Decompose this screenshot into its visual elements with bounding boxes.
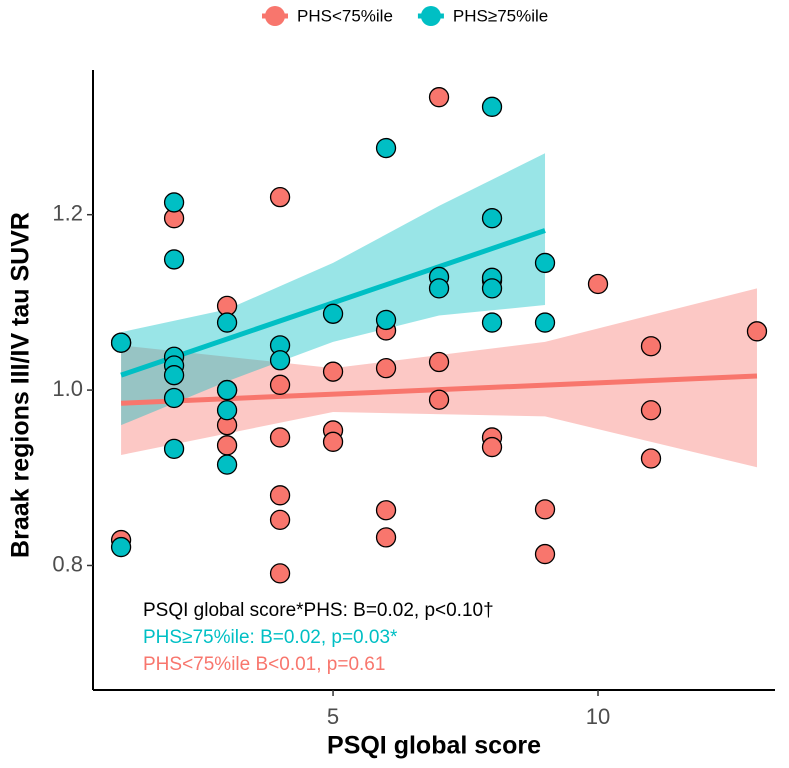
y-tick-label: 0.8 [52,551,83,576]
y-tick-label: 1.0 [52,376,83,401]
data-point [110,536,132,558]
data-point [322,361,344,382]
fit-line [120,228,546,378]
data-point [375,527,397,548]
x-tick-label: 5 [327,704,339,729]
data-point [481,208,503,229]
data-point [640,448,662,469]
data-point [322,303,344,324]
confidence-band [121,153,546,426]
annotation: PSQI global score*PHS: B=0.02, p<0.10† [143,600,494,621]
data-point [375,358,397,379]
data-point [375,309,397,331]
data-point [216,435,238,456]
y-tick-label: 1.2 [52,201,83,226]
data-point [269,509,291,531]
data-point [481,312,503,333]
data-point [534,252,556,274]
data-point [163,365,185,386]
legend-key [265,6,285,26]
data-point [216,454,238,475]
annotation: PHS≥75%ile: B=0.02, p=0.03* [143,627,398,648]
legend-label: PHS<75%ile [297,6,393,25]
confidence-band [121,288,757,468]
data-point [163,192,185,213]
data-point [110,332,132,353]
data-point [269,187,291,208]
y-axis-title: Braak regions III/IV tau SUVR [7,212,35,558]
data-point [481,96,503,117]
data-point [481,278,503,299]
data-point [534,499,556,520]
data-point [640,336,662,357]
data-point [534,312,556,333]
data-point [428,351,450,373]
legend-key [420,6,441,26]
x-tick-label: 10 [586,704,610,729]
data-point [269,485,291,506]
data-point [375,137,397,159]
data-point [322,431,344,452]
data-point [428,389,450,410]
legend: PHS<75%ile PHS≥75%ile [262,6,548,26]
data-point [216,312,238,333]
annotation: PHS<75%ile B<0.01, p=0.61 [143,654,385,675]
x-axis-title: PSQI global score [327,732,541,760]
data-point [163,438,185,459]
data-point [269,427,291,448]
data-point [428,87,450,108]
data-point [428,278,450,299]
data-point [481,436,503,458]
data-point [640,400,662,421]
data-point [163,387,185,409]
data-point [269,374,291,395]
data-point [746,321,768,342]
data-point [269,350,291,371]
data-point [269,563,291,584]
data-point [216,400,238,421]
legend-label: PHS≥75%ile [453,6,548,25]
data-point [216,379,238,401]
data-point [587,273,609,295]
data-point [534,543,556,565]
data-point [375,500,397,521]
data-point [163,249,185,270]
